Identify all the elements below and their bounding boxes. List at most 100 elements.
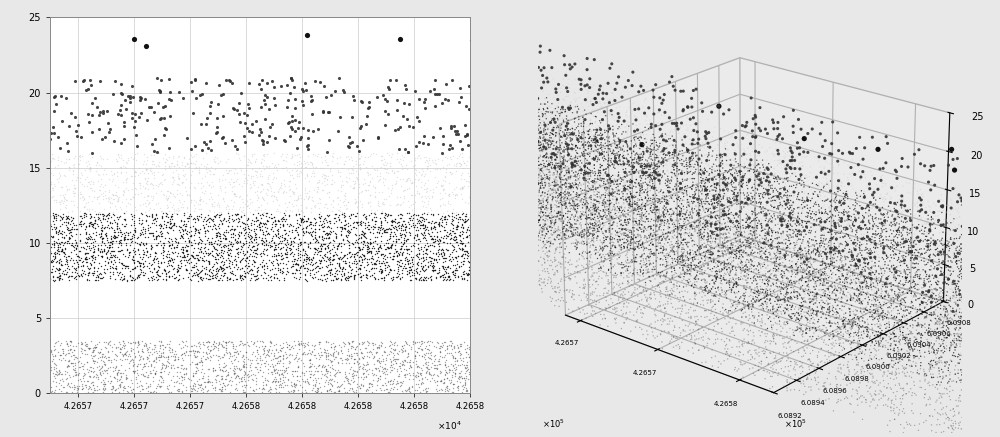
Point — [790, 358, 806, 365]
Point — [115, 250, 131, 257]
Point — [228, 372, 244, 379]
Point — [835, 379, 851, 386]
Point — [67, 185, 83, 192]
Point — [849, 261, 865, 268]
Point — [780, 349, 796, 356]
Point — [479, 153, 495, 160]
Point — [354, 340, 370, 347]
Point — [415, 362, 431, 369]
Point — [650, 363, 666, 370]
Point — [30, 274, 46, 281]
Point — [675, 261, 691, 268]
Point — [238, 229, 254, 236]
Point — [196, 163, 212, 170]
Point — [86, 258, 102, 265]
Point — [770, 361, 786, 368]
Point — [518, 368, 534, 375]
Point — [755, 258, 771, 265]
Point — [448, 223, 464, 230]
Point — [188, 367, 204, 374]
Point — [580, 256, 596, 263]
Point — [237, 388, 253, 395]
Point — [906, 346, 922, 353]
Point — [361, 225, 377, 232]
Point — [720, 276, 736, 283]
Point — [899, 177, 915, 184]
Point — [82, 165, 98, 172]
Point — [287, 233, 303, 240]
Point — [60, 350, 76, 357]
Point — [581, 154, 597, 161]
Point — [239, 216, 255, 223]
Point — [767, 357, 783, 364]
Point — [712, 340, 728, 347]
Point — [499, 369, 515, 376]
Point — [269, 359, 285, 366]
Point — [262, 363, 278, 370]
Point — [644, 258, 660, 265]
Point — [818, 346, 834, 353]
Point — [459, 227, 475, 234]
Point — [908, 271, 924, 278]
Point — [592, 347, 608, 354]
Point — [592, 161, 608, 168]
Point — [862, 376, 878, 383]
Point — [0, 259, 16, 266]
Point — [113, 345, 129, 352]
Point — [19, 389, 35, 396]
Point — [90, 213, 106, 220]
Point — [670, 373, 686, 380]
Point — [164, 256, 180, 263]
Point — [173, 224, 189, 231]
Point — [407, 155, 423, 162]
Point — [583, 246, 599, 253]
Point — [205, 389, 221, 396]
Point — [272, 357, 288, 364]
Point — [497, 213, 513, 220]
Point — [474, 182, 490, 189]
Point — [692, 231, 708, 238]
Point — [543, 267, 559, 274]
Point — [292, 242, 308, 249]
Point — [785, 383, 801, 390]
Point — [17, 254, 33, 261]
Point — [808, 269, 824, 276]
Point — [92, 153, 108, 160]
Point — [103, 234, 119, 241]
Point — [10, 180, 26, 187]
Point — [701, 266, 717, 273]
Point — [239, 180, 255, 187]
Point — [214, 220, 230, 227]
Point — [322, 220, 338, 227]
Point — [891, 378, 907, 385]
Point — [611, 194, 627, 201]
Point — [55, 347, 71, 354]
Point — [414, 375, 430, 382]
Point — [797, 175, 813, 182]
Point — [484, 199, 500, 206]
Point — [530, 234, 546, 241]
Point — [128, 132, 144, 139]
Point — [94, 227, 110, 234]
Point — [776, 222, 792, 229]
Point — [143, 193, 159, 200]
Point — [509, 235, 525, 242]
Point — [263, 356, 279, 363]
Point — [653, 229, 669, 236]
Point — [846, 276, 862, 283]
Point — [192, 236, 208, 243]
Point — [207, 222, 223, 229]
Point — [782, 354, 798, 361]
Point — [564, 162, 580, 169]
Point — [881, 252, 897, 259]
Point — [484, 214, 500, 221]
Point — [428, 344, 444, 351]
Point — [65, 168, 81, 175]
Point — [317, 231, 333, 238]
Point — [637, 378, 653, 385]
Point — [7, 350, 23, 357]
Point — [545, 128, 561, 135]
Point — [150, 259, 166, 266]
Point — [242, 158, 258, 165]
Point — [766, 273, 782, 280]
